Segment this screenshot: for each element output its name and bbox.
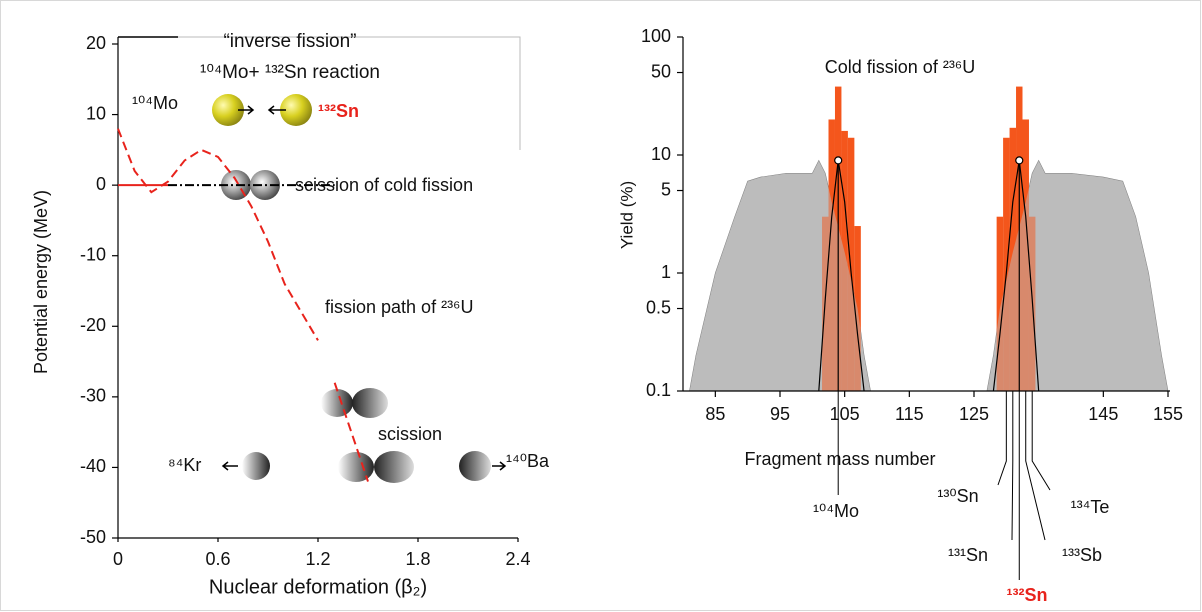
- y-axis-title: Potential energy (MeV): [31, 190, 51, 374]
- y-tick-label: 5: [661, 179, 671, 199]
- isotope-pointer: [1012, 391, 1013, 540]
- isotope-label: ¹⁰⁴Mo: [813, 501, 859, 521]
- annotation: ¹³²Sn: [318, 101, 359, 121]
- isotope-pointer: [998, 391, 1006, 485]
- isotope-label: ¹³⁴Te: [1071, 497, 1110, 517]
- annotation: scission: [378, 424, 442, 444]
- annotation: ⁸⁴Kr: [168, 455, 201, 475]
- x-tick-label: 0: [113, 549, 123, 569]
- y-tick-label: -20: [80, 315, 106, 335]
- x-tick-label: 1.8: [405, 549, 430, 569]
- point: [1016, 157, 1023, 164]
- y-tick-label: 0.1: [646, 380, 671, 400]
- y-tick-label: -50: [80, 527, 106, 547]
- isotope-label: ¹³³Sb: [1062, 545, 1102, 565]
- nuclei-illustration: [212, 94, 505, 483]
- y-tick-label: 20: [86, 33, 106, 53]
- inset-frame: [178, 37, 520, 150]
- figure: “inverse fission” ¹⁰⁴Mo+ ¹³²Sn reaction …: [0, 0, 1202, 612]
- x-tick-label: 0.6: [205, 549, 230, 569]
- x-tick-label: 155: [1153, 404, 1183, 424]
- x-tick-label: 115: [895, 404, 924, 424]
- x-tick-label: 2.4: [505, 549, 530, 569]
- isotope-pointer: [1032, 391, 1050, 490]
- y-tick-label: -30: [80, 386, 106, 406]
- y-tick-label: 10: [86, 103, 106, 123]
- y-tick-label: 1: [661, 262, 671, 282]
- x-tick-label: 95: [770, 404, 790, 424]
- x-tick-label: 1.2: [305, 549, 330, 569]
- y-tick-label: 100: [641, 26, 671, 46]
- chart-title: Cold fission of ²³⁶U: [825, 57, 975, 77]
- y-axis-title: Yield (%): [617, 181, 636, 249]
- x-tick-label: 145: [1088, 404, 1118, 424]
- x-axis-title: Fragment mass number: [744, 449, 935, 469]
- x-axis-title: Nuclear deformation (β₂): [209, 576, 427, 598]
- y-tick-label: 0: [96, 174, 106, 194]
- annotation: ¹⁰⁴Mo+ ¹³²Sn reaction: [200, 62, 380, 83]
- annotation: ¹⁰⁴Mo: [132, 93, 178, 113]
- isotope-label: ¹³¹Sn: [948, 545, 988, 565]
- area-overlay: [689, 160, 1168, 391]
- y-tick-label: 0.5: [646, 297, 671, 317]
- x-tick-label: 105: [830, 404, 860, 424]
- annotation: “inverse fission”: [223, 31, 356, 52]
- y-tick-label: 10: [651, 144, 671, 164]
- y-tick-label: -40: [80, 456, 106, 476]
- x-tick-label: 85: [705, 404, 725, 424]
- x-tick-label: 125: [959, 404, 989, 424]
- y-tick-label: 50: [651, 61, 671, 81]
- annotation: ¹⁴⁰Ba: [506, 451, 550, 471]
- annotation: fission path of ²³⁶U: [325, 297, 473, 317]
- y-tick-label: -10: [80, 244, 106, 264]
- isotope-label: ¹³⁰Sn: [937, 486, 978, 506]
- point: [835, 157, 842, 164]
- isotope-label: ¹³²Sn: [1007, 585, 1048, 605]
- page: “inverse fission” ¹⁰⁴Mo+ ¹³²Sn reaction …: [0, 0, 1202, 612]
